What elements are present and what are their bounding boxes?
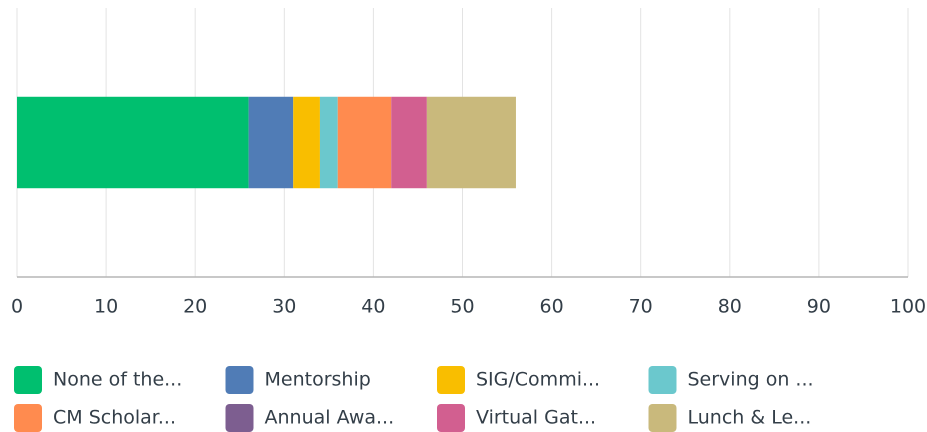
bar-segment (426, 96, 516, 189)
legend-label: CM Scholar... (53, 407, 176, 429)
x-tick-label: 90 (807, 296, 831, 318)
legend-swatch (225, 404, 254, 432)
bar-segment (319, 96, 338, 189)
legend-label: Annual Awa... (265, 407, 395, 429)
bar-segment (337, 96, 392, 189)
legend-swatch (437, 404, 465, 432)
legend-label: SIG/Commi... (476, 369, 600, 391)
legend-label: Mentorship (265, 369, 371, 391)
legend-swatch (14, 404, 42, 432)
legend-swatch (14, 366, 42, 394)
legend-label: Lunch & Le... (688, 407, 812, 429)
x-tick-label: 80 (718, 296, 742, 318)
legend-label: None of the... (53, 369, 182, 391)
x-tick-label: 100 (890, 296, 926, 318)
bar-segment (293, 96, 320, 189)
bar-segment (248, 96, 294, 189)
x-tick-label: 60 (540, 296, 564, 318)
bar-segment (17, 96, 249, 189)
bar-segment (391, 96, 427, 189)
legend-label: Virtual Gat... (476, 407, 596, 429)
legend-swatch (225, 366, 254, 394)
x-tick-label: 40 (361, 296, 385, 318)
x-tick-label: 70 (629, 296, 653, 318)
legend-swatch (437, 366, 465, 394)
legend-label: Serving on ... (688, 369, 814, 391)
legend-swatch (648, 366, 677, 394)
x-tick-label: 30 (272, 296, 296, 318)
x-tick-label: 10 (94, 296, 118, 318)
x-tick-label: 0 (11, 296, 23, 318)
x-tick-label: 20 (183, 296, 207, 318)
x-tick-label: 50 (450, 296, 474, 318)
legend-swatch (648, 404, 677, 432)
